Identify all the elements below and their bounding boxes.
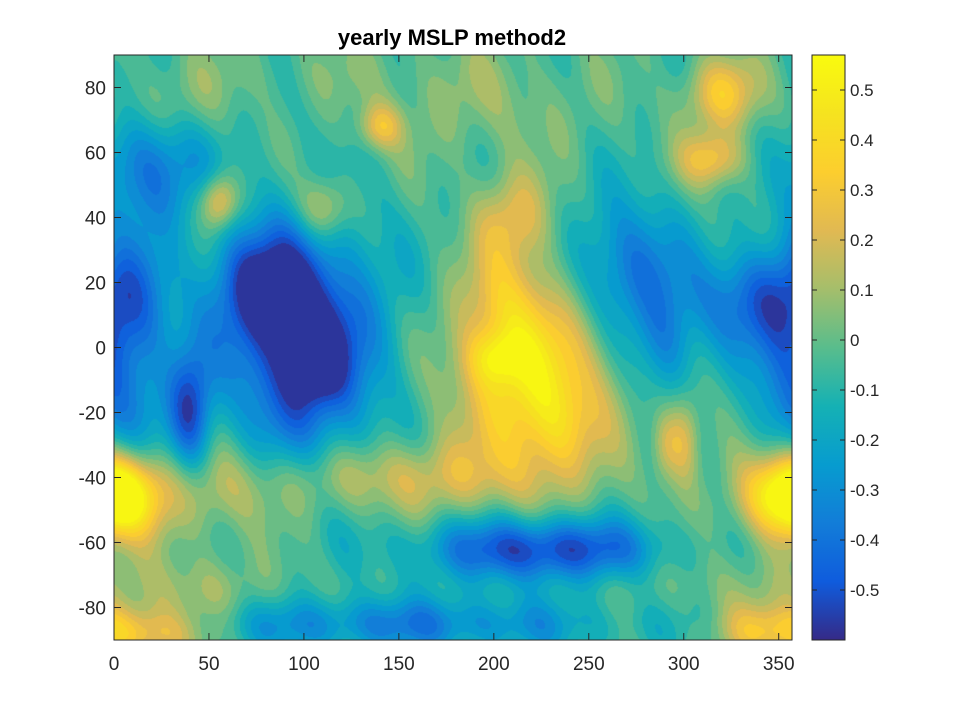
colorbar-tick-label: 0.4: [850, 131, 874, 150]
x-tick-label: 100: [288, 654, 320, 675]
colorbar-gradient: [812, 55, 845, 640]
y-tick-label: -80: [79, 599, 106, 620]
colorbar-tick-label: -0.1: [850, 381, 879, 400]
y-tick-label: -60: [79, 534, 106, 555]
contour-field: [114, 55, 792, 640]
x-axis: 0 50 100 150 200 250 300 350: [109, 55, 795, 675]
colorbar-tick-label: -0.3: [850, 481, 879, 500]
y-tick-label: 60: [85, 144, 106, 165]
colorbar-box: [811, 54, 846, 641]
colorbar-tick-label: 0.1: [850, 281, 874, 300]
x-tick-label: 300: [668, 654, 700, 675]
contour-canvas: [114, 55, 792, 640]
colorbar: 0.5 0.4 0.3 0.2 0.1 0 -0.1 -0.2 -0.3 -0.4 -0.5: [811, 54, 879, 641]
colorbar-tick-label: -0.4: [850, 531, 879, 550]
colorbar-ticks: 0.5 0.4 0.3 0.2 0.1 0 -0.1 -0.2 -0.3 -0.4 -0.5: [812, 81, 879, 600]
colorbar-tick-label: 0.2: [850, 231, 874, 250]
colorbar-tick-label: 0: [850, 331, 859, 350]
x-tick-label: 350: [763, 654, 795, 675]
colorbar-tick-label: 0.3: [850, 181, 874, 200]
x-tick-label: 150: [383, 654, 415, 675]
colorbar-tick-label: -0.2: [850, 431, 879, 450]
x-tick-label: 50: [198, 654, 219, 675]
plot-area: [113, 54, 793, 641]
x-tick-label: 200: [478, 654, 510, 675]
y-tick-label: 0: [95, 339, 106, 360]
y-tick-label: 40: [85, 209, 106, 230]
y-axis: 80 60 40 20 0 -20 -40 -60 -80: [79, 79, 792, 620]
y-tick-label: -40: [79, 469, 106, 490]
chart-title: yearly MSLP method2: [338, 25, 566, 50]
x-tick-label: 250: [573, 654, 605, 675]
colorbar-tick-label: 0.5: [850, 81, 874, 100]
y-tick-label: -20: [79, 404, 106, 425]
y-tick-label: 80: [85, 79, 106, 100]
x-tick-label: 0: [109, 654, 120, 675]
colorbar-tick-label: -0.5: [850, 581, 879, 600]
y-tick-label: 20: [85, 274, 106, 295]
